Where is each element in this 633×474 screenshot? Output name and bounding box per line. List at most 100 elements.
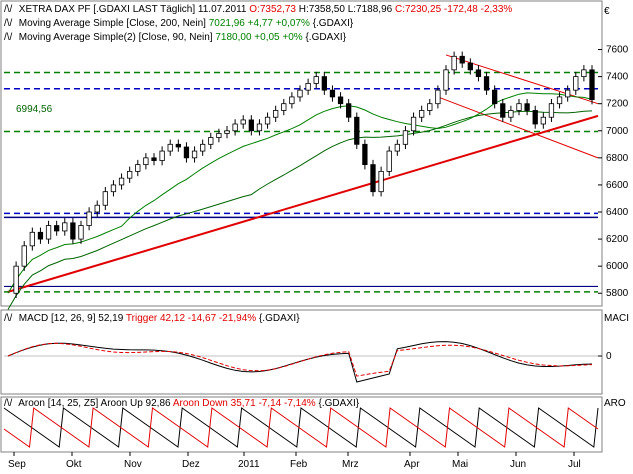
x-tick-label: 2011 xyxy=(238,459,260,470)
candle-body xyxy=(54,225,60,232)
candle-body xyxy=(573,76,579,91)
aroon-down: Aroon Down 35,71 -7,14 -7,14% xyxy=(172,398,316,409)
candle-body xyxy=(151,157,157,161)
candle-body xyxy=(167,143,173,152)
candle-body xyxy=(362,143,368,166)
candle-body xyxy=(443,69,449,91)
candle-body xyxy=(321,76,327,91)
candle-body xyxy=(386,150,392,172)
candle-body xyxy=(143,157,149,166)
candle-body xyxy=(45,225,52,240)
aroon-down-line xyxy=(3,407,599,448)
candle-body xyxy=(548,103,555,118)
candle-body xyxy=(159,150,165,161)
candle-body xyxy=(532,110,538,125)
x-tick-label: Dez xyxy=(182,459,200,470)
ma200-line xyxy=(7,110,593,310)
ma200-value: 7021,96 +4,77 +0,07% xyxy=(208,18,310,29)
candle-body xyxy=(208,137,214,145)
macd-legend: /\/ MACD [12, 26, 9] 52,19 Trigger 42,12… xyxy=(4,313,300,324)
candle-body xyxy=(419,110,425,118)
candle-body xyxy=(232,123,238,132)
candle-body xyxy=(240,119,246,125)
price-change-label: -172,48 -2,33% xyxy=(443,4,513,15)
candle-body xyxy=(402,130,409,145)
candle-body xyxy=(508,110,514,118)
candle-body xyxy=(305,82,311,91)
candle-body xyxy=(118,177,125,186)
candle-body xyxy=(410,116,417,132)
candle-body xyxy=(70,222,76,240)
candle-body xyxy=(37,231,44,240)
candle-body xyxy=(110,184,117,193)
ma200-symbol: {.GDAXI} xyxy=(312,18,354,29)
candle-body xyxy=(589,69,595,101)
ma90-value: 7180,00 +0,05 +0% xyxy=(215,32,303,43)
macd-value: 52,19 xyxy=(98,313,124,324)
macd-axis-title: MACI xyxy=(604,313,629,324)
candle-body xyxy=(524,103,530,111)
candle-body xyxy=(516,103,522,111)
candle-body xyxy=(556,96,563,105)
candle-body xyxy=(378,170,384,193)
x-tick-label: Mrz xyxy=(342,459,359,470)
candle-body xyxy=(329,89,336,98)
candle-body xyxy=(135,164,141,172)
aroon-legend: /\/ Aroon [14, 25, Z5] Aroon Up 92,86 Ar… xyxy=(4,398,360,409)
price-symbol-label: XETRA DAX PF [.GDAXI LAST Täglich] 11.07… xyxy=(18,4,247,15)
candle-body xyxy=(313,76,319,84)
macd-name: MACD [12, 26, 9] xyxy=(18,313,96,324)
macd-symbol: {.GDAXI} xyxy=(258,313,300,324)
axes-layer: 7600 7400 7200 7000 6800 6600 6400 6200 6000 5800… xyxy=(8,45,629,470)
candle-body xyxy=(281,103,287,111)
price-y-tick-label: 7000 xyxy=(606,126,629,137)
price-panel xyxy=(0,0,603,307)
level-label: 6994,56 xyxy=(16,104,53,115)
candle-body xyxy=(29,231,35,247)
candle-body xyxy=(492,89,498,105)
candle-body xyxy=(175,143,181,148)
candle-body xyxy=(459,55,465,64)
ma200-name: Moving Average Simple [Close, 200, Nein] xyxy=(18,18,206,29)
price-y-tick-label: 5800 xyxy=(606,288,629,299)
candle-body xyxy=(427,103,433,111)
candle-body xyxy=(467,62,473,71)
aroon-axis-title: ARO xyxy=(604,398,626,409)
candle-body xyxy=(565,89,571,98)
price-y-tick-label: 6800 xyxy=(606,153,629,164)
ma90-symbol: {.GDAXI} xyxy=(305,32,347,43)
macd-trigger: Trigger 42,12 -14,67 -21,94% xyxy=(125,313,257,324)
candle-body xyxy=(224,130,230,134)
aroon-up: Aroon Up 92,86 xyxy=(100,398,171,409)
price-layer xyxy=(4,51,599,310)
candle-body xyxy=(370,164,376,193)
price-y-tick-label: 6400 xyxy=(606,207,629,218)
x-tick-label: Okt xyxy=(66,459,82,470)
candle-body xyxy=(86,211,92,226)
price-y-tick-label: 7200 xyxy=(606,99,629,110)
channel-lower xyxy=(437,96,599,159)
aroon-layer xyxy=(3,407,599,448)
x-tick-label: Feb xyxy=(290,459,308,470)
candle-body xyxy=(13,265,19,294)
ma90-name: Moving Average Simple(2) [Close, 90, Nei… xyxy=(18,32,213,43)
candle-body xyxy=(540,116,546,125)
candle-body xyxy=(289,96,295,105)
macd-y-tick-label: 0 xyxy=(606,351,612,362)
candle-body xyxy=(337,96,344,105)
candle-body xyxy=(483,76,490,91)
macd-panel xyxy=(0,309,603,395)
candle-body xyxy=(183,146,190,159)
candle-body xyxy=(200,143,206,152)
candle-body xyxy=(102,191,108,206)
x-tick-label: Jun xyxy=(510,459,526,470)
aroon-up-line xyxy=(3,407,599,448)
x-tick-label: Jul xyxy=(568,459,581,470)
price-y-tick-label: 6600 xyxy=(606,180,629,191)
candle-body xyxy=(256,123,263,132)
candle-body xyxy=(273,110,279,118)
candle-body xyxy=(127,170,133,179)
candle-body xyxy=(451,55,457,71)
candle-body xyxy=(216,133,222,138)
